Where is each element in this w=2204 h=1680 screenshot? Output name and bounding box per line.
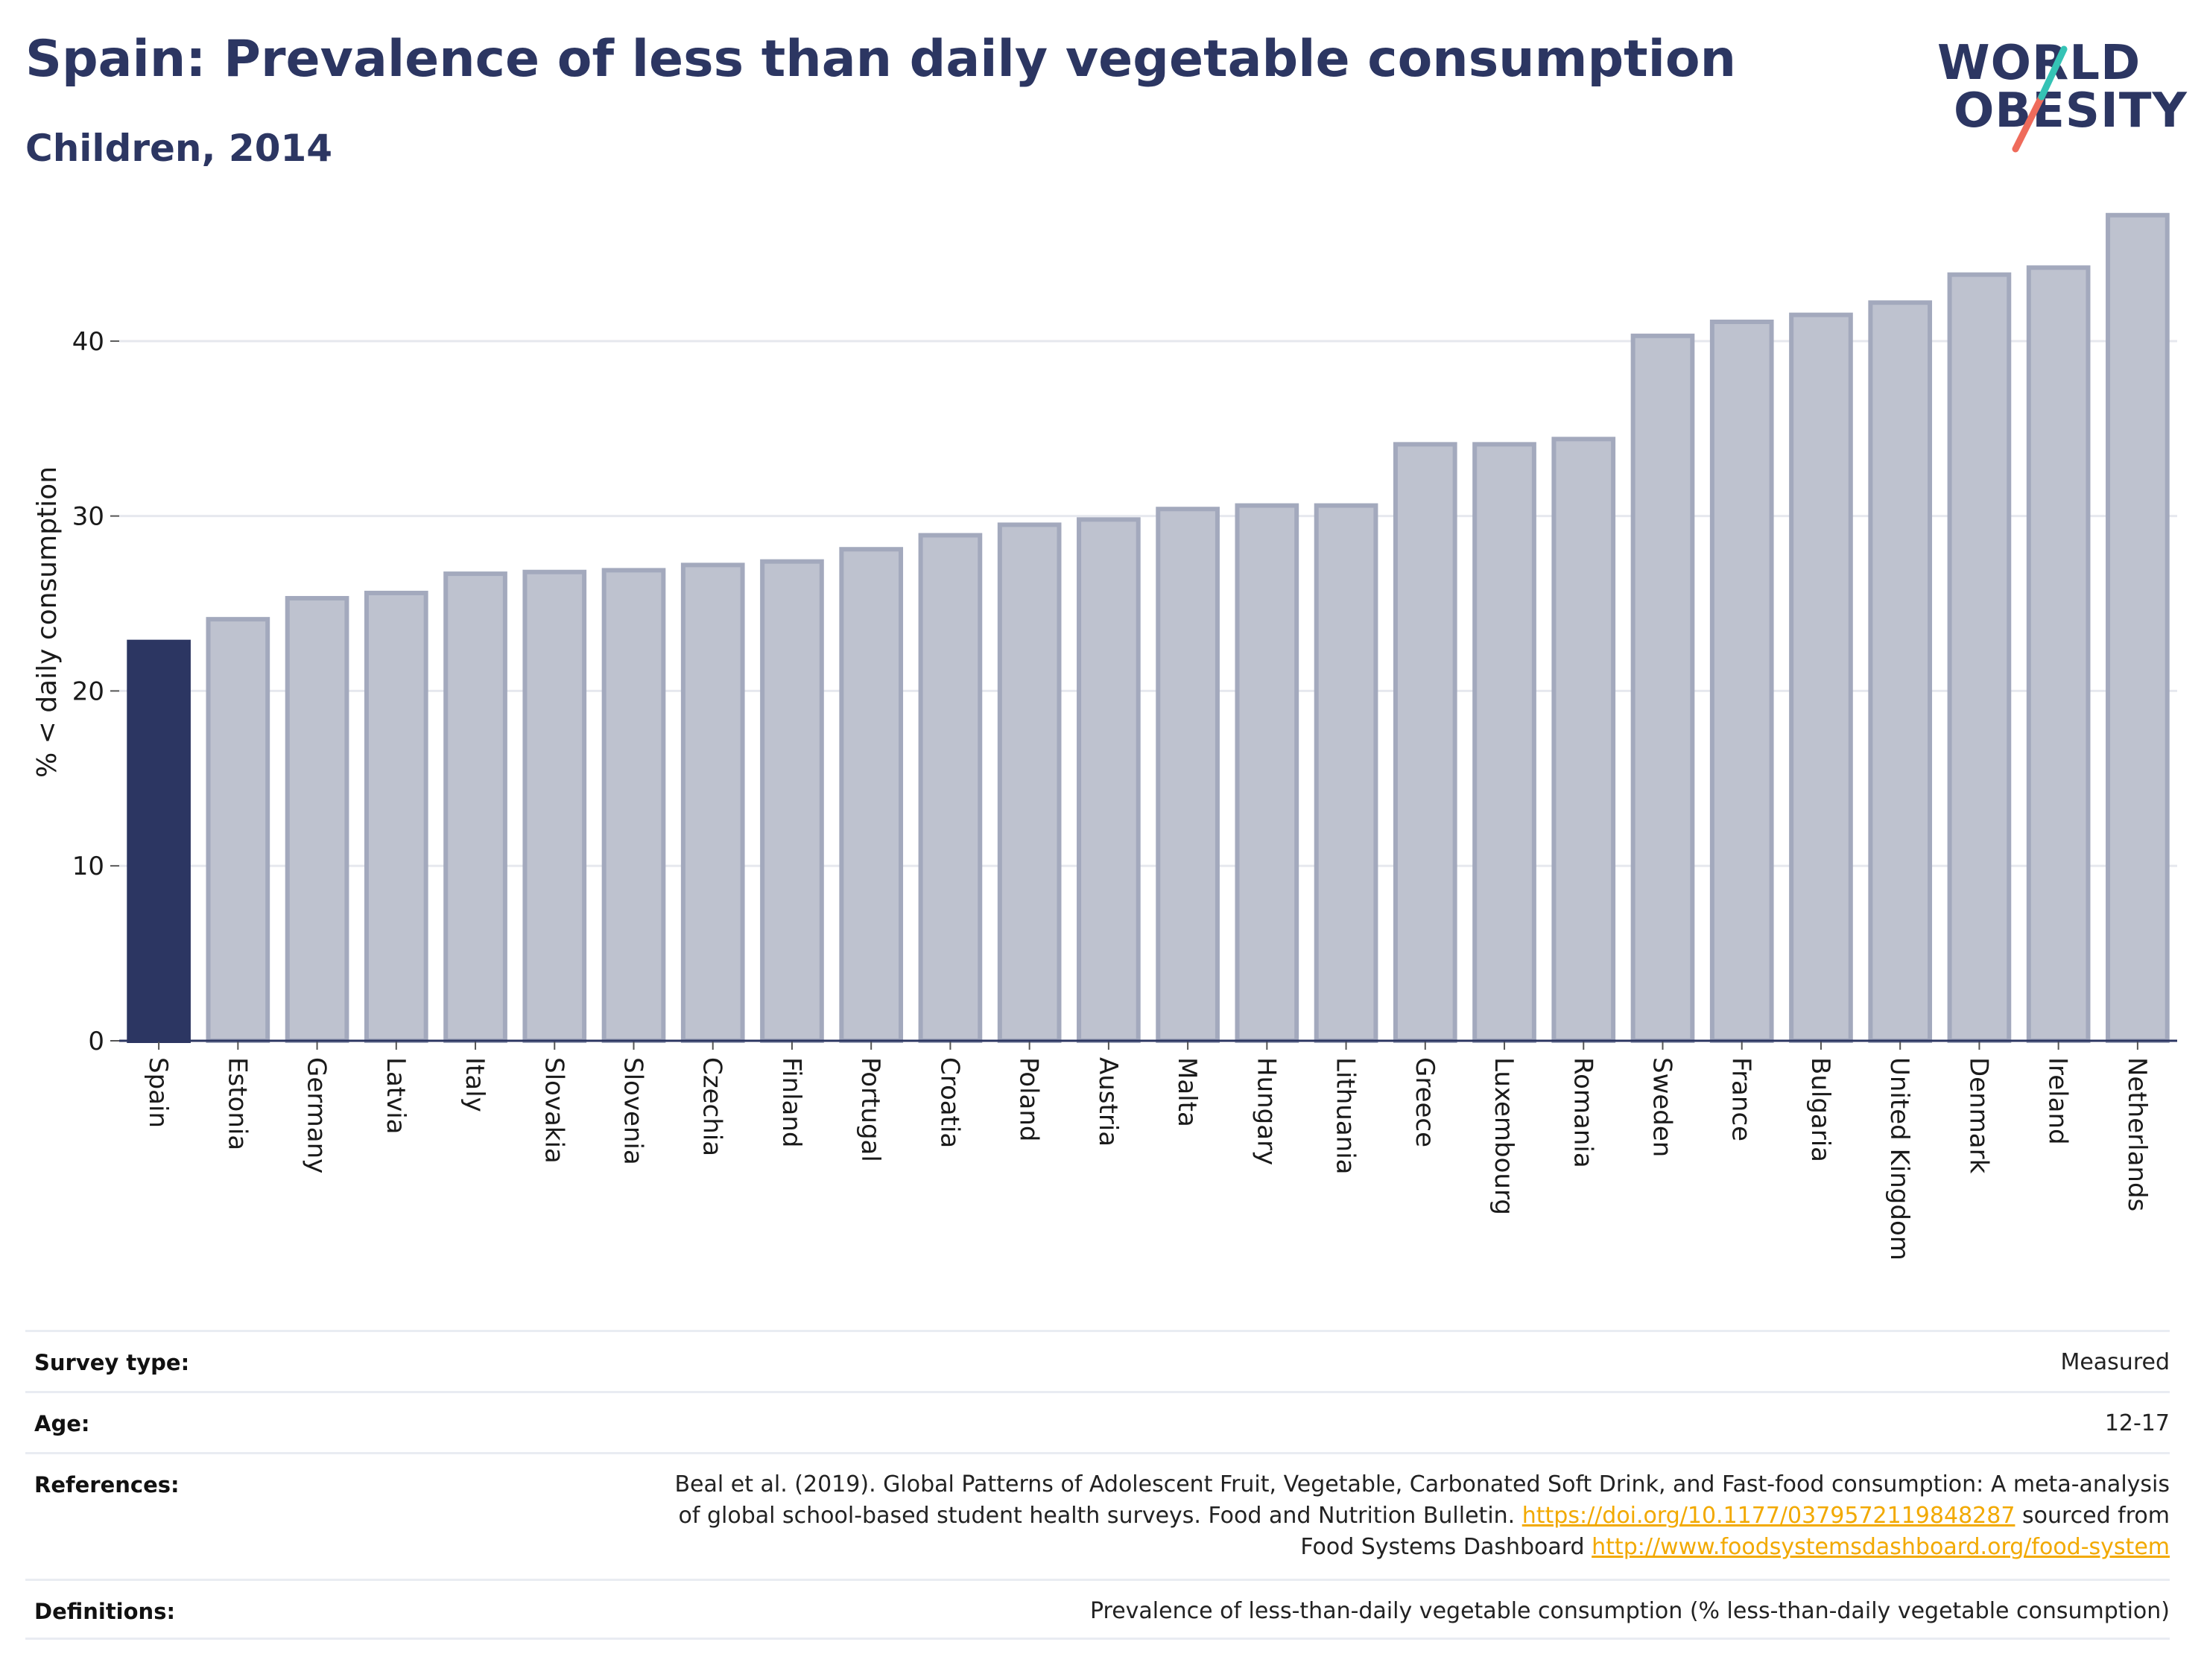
bar-luxembourg (1472, 442, 1536, 1043)
world-obesity-logo: WORLD OBESITY (1937, 22, 2191, 156)
bar-chart: 0 10 20 30 40 Spain Estonia Germany Latvia Italy… (32, 212, 2177, 1261)
logo-slash-icon (2012, 45, 2068, 153)
doi-link[interactable]: https://doi.org/10.1177/0379572119848287 (1521, 1503, 2015, 1529)
bar-spain (127, 639, 191, 1043)
dashboard-link[interactable]: http://www.foodsystemsdashboard.org/food… (1592, 1534, 2170, 1560)
definitions-label: Definitions: (34, 1599, 176, 1624)
x-tick-label: Spain (143, 1057, 173, 1128)
reference-suffix: sourced from (2021, 1503, 2170, 1529)
bar-finland (760, 559, 824, 1043)
x-tick-label: United Kingdom (1884, 1057, 1914, 1261)
meta-row-definitions: Definitions: Prevalence of less-than-dai… (25, 1579, 2170, 1640)
x-tick-label: Denmark (1963, 1057, 1993, 1174)
x-tick-label: Romania (1568, 1057, 1597, 1168)
y-tick-label: 30 (72, 502, 104, 532)
x-tick-label: Sweden (1647, 1057, 1677, 1157)
bar-czechia (680, 562, 745, 1043)
chart-title: Spain: Prevalence of less than daily veg… (25, 30, 1737, 89)
age-label: Age: (34, 1411, 90, 1436)
reference-text: of global school-based student health su… (678, 1503, 1516, 1529)
y-axis-ticks: 0 10 20 30 40 (72, 327, 119, 1056)
age-value: 12-17 (2104, 1410, 2170, 1436)
bar-estonia (206, 617, 270, 1043)
y-tick-label: 40 (72, 327, 104, 357)
x-tick-label: Malta (1172, 1057, 1202, 1127)
x-tick-label: Netherlands (2122, 1057, 2152, 1211)
x-tick-label: Slovenia (618, 1057, 648, 1165)
x-tick-label: Germany (302, 1057, 332, 1173)
logo-line1: WORLD (1937, 36, 2141, 91)
dashboard-text: Food Systems Dashboard (1300, 1534, 1585, 1560)
bar-poland (997, 522, 1062, 1043)
bar-lithuania (1314, 503, 1378, 1043)
reference-line-1: Beal et al. (2019). Global Patterns of A… (674, 1471, 2170, 1497)
logo-line2: OBESITY (1954, 83, 2188, 139)
bar-france (1709, 320, 1774, 1044)
bar-slovenia (601, 568, 666, 1043)
y-tick-label: 20 (72, 676, 104, 706)
bar-germany (285, 595, 349, 1043)
reference-line-2: of global school-based student health su… (674, 1500, 2170, 1532)
bar-bulgaria (1789, 312, 1853, 1044)
bar-greece (1393, 442, 1457, 1043)
x-tick-label: France (1726, 1057, 1756, 1141)
x-tick-label: Estonia (222, 1057, 252, 1150)
bar-denmark (1947, 272, 2012, 1043)
bar-portugal (839, 547, 904, 1043)
bar-malta (1156, 507, 1220, 1043)
survey-label: Survey type: (34, 1350, 190, 1375)
x-tick-label: Finland (776, 1057, 806, 1148)
meta-row-references: References: Beal et al. (2019). Global P… (25, 1452, 2170, 1579)
meta-row-survey: Survey type: Measured (25, 1330, 2170, 1391)
x-tick-label: Bulgaria (1805, 1057, 1835, 1162)
bar-united-kingdom (1868, 300, 1933, 1044)
metadata-table: Survey type: Measured Age: 12-17 Referen… (25, 1330, 2170, 1640)
x-tick-label: Luxembourg (1489, 1057, 1519, 1215)
x-tick-label: Croatia (934, 1057, 964, 1148)
x-tick-label: Ireland (2043, 1057, 2073, 1145)
bar-slovakia (522, 569, 587, 1043)
bar-ireland (2026, 265, 2091, 1043)
reference-line-3: Food Systems Dashboard http://www.foodsy… (674, 1532, 2170, 1563)
bar-austria (1077, 517, 1141, 1043)
bar-romania (1551, 437, 1616, 1043)
references-label: References: (34, 1472, 180, 1497)
x-tick-label: Czechia (697, 1057, 727, 1156)
references-value: Beal et al. (2019). Global Patterns of A… (674, 1469, 2170, 1563)
x-tick-label: Italy (460, 1057, 490, 1112)
x-tick-label: Lithuania (1331, 1057, 1361, 1174)
meta-row-age: Age: 12-17 (25, 1391, 2170, 1452)
x-tick-label: Austria (1093, 1057, 1123, 1147)
bar-hungary (1235, 503, 1299, 1043)
bar-italy (443, 571, 507, 1043)
bar-netherlands (2106, 212, 2170, 1043)
chart-subtitle: Children, 2014 (25, 127, 333, 170)
x-tick-label: Greece (1410, 1057, 1440, 1147)
x-tick-label: Hungary (1251, 1057, 1281, 1165)
y-tick-label: 0 (88, 1027, 104, 1056)
x-tick-label: Slovakia (539, 1057, 569, 1164)
y-axis-label: % < daily consumption (32, 466, 63, 778)
x-axis-ticks: Spain Estonia Germany Latvia Italy Slovakia Sl… (143, 1041, 2152, 1261)
survey-value: Measured (2060, 1349, 2170, 1375)
bar-croatia (918, 533, 983, 1043)
x-tick-label: Latvia (381, 1057, 411, 1135)
x-tick-label: Portugal (855, 1057, 885, 1162)
x-tick-label: Poland (1014, 1057, 1044, 1142)
y-tick-label: 10 (72, 852, 104, 881)
bar-latvia (364, 590, 428, 1043)
bars (127, 212, 2170, 1044)
bar-sweden (1630, 333, 1695, 1043)
definitions-value: Prevalence of less-than-daily vegetable … (1089, 1598, 2170, 1624)
